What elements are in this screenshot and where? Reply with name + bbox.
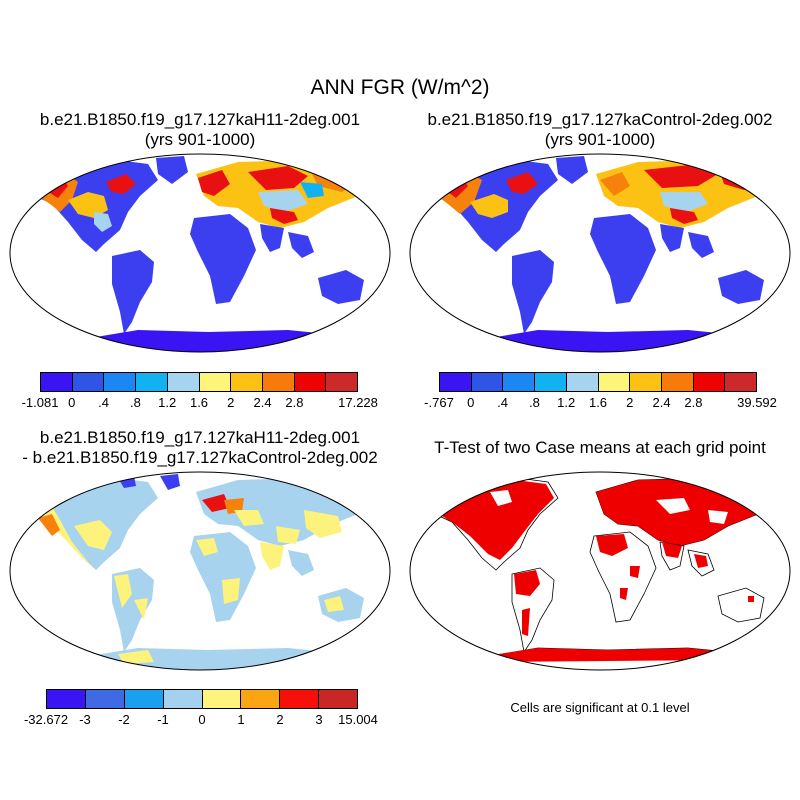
colorbar-swatch — [231, 373, 263, 391]
colorbar-case1-labels: -1.081 0 .4 .8 1.2 1.6 2 2.4 2.8 17.228 — [22, 395, 378, 411]
main-title: ANN FGR (W/m^2) — [310, 76, 490, 99]
map-land — [26, 474, 378, 670]
colorbar-case2 — [439, 372, 757, 392]
panel-title-line1: b.e21.B1850.f19_g17.127kaH11-2deg.001 — [39, 428, 361, 447]
colorbar-difference-labels: -32.672 -3 -2 -1 0 1 2 3 15.004 — [24, 712, 378, 728]
colorbar-swatch — [72, 373, 105, 391]
panel-title-line2: (yrs 901-1000) — [544, 130, 656, 149]
map-border — [409, 153, 791, 353]
colorbar-tick-label: -1.081 — [21, 395, 59, 410]
colorbar-swatch — [47, 690, 86, 708]
colorbar-swatch — [630, 373, 662, 391]
colorbar-swatch — [566, 373, 599, 391]
colorbar-swatch — [294, 373, 327, 391]
colorbar-swatch — [41, 373, 73, 391]
colorbar-tick-label: 0 — [467, 395, 475, 410]
colorbar-tick-label: -3 — [79, 712, 91, 727]
map-land — [426, 156, 778, 352]
panel-title-line1: b.e21.B1850.f19_g17.127kaControl-2deg.00… — [427, 110, 773, 129]
colorbar-swatch — [241, 690, 281, 708]
colorbar-tick-label: 2.4 — [652, 395, 671, 410]
colorbar-tick-label: 17.228 — [338, 395, 378, 410]
map-significant-cells — [425, 477, 779, 670]
panel-title-line2: - b.e21.B1850.f19_g17.127kaControl-2deg.… — [22, 448, 378, 467]
colorbar-swatch — [503, 373, 536, 391]
colorbar-swatch — [471, 373, 504, 391]
colorbar-tick-label: .8 — [528, 395, 540, 410]
colorbar-tick-label: 1.6 — [189, 395, 209, 410]
colorbar-tick-label: 1 — [237, 712, 245, 727]
colorbar-tick-label: 1.2 — [557, 395, 576, 410]
land-south-america — [112, 250, 154, 334]
colorbar-tick-label: 2 — [227, 395, 235, 410]
colorbar-tick-label: 15.004 — [338, 712, 378, 727]
map-land — [26, 156, 378, 352]
colorbar-swatch — [319, 690, 357, 708]
panel-title-case1: b.e21.B1850.f19_g17.127kaH11-2deg.001 (y… — [5, 110, 395, 150]
colorbar-tick-label: -.767 — [424, 395, 454, 410]
colorbar-tick-label: 39.592 — [737, 395, 777, 410]
colorbar-tick-label: 3 — [315, 712, 323, 727]
colorbar-swatch — [202, 690, 242, 708]
colorbar-tick-label: -2 — [118, 712, 130, 727]
colorbar-tick-label: 2 — [276, 712, 284, 727]
colorbar-tick-label: 1.2 — [158, 395, 177, 410]
colorbar-tick-label: 0 — [68, 395, 76, 410]
colorbar-swatch — [725, 373, 757, 391]
colorbar-swatch — [535, 373, 567, 391]
land-australia — [318, 270, 364, 304]
map-border — [9, 471, 391, 671]
colorbar-swatch — [326, 373, 358, 391]
colorbar-swatch — [104, 373, 137, 391]
colorbar-swatch — [124, 690, 164, 708]
map-border — [409, 471, 791, 671]
colorbar-tick-label: -32.672 — [23, 712, 69, 727]
colorbar-swatch — [136, 373, 168, 391]
colorbar-tick-label: .4 — [497, 395, 509, 410]
panel-title-line2: (yrs 901-1000) — [144, 130, 256, 149]
colorbar-case1 — [40, 372, 358, 392]
panel-title-difference: b.e21.B1850.f19_g17.127kaH11-2deg.001 - … — [5, 428, 395, 468]
colorbar-tick-label: 2.8 — [285, 395, 304, 410]
colorbar-swatch — [598, 373, 631, 391]
colorbar-swatch — [661, 373, 694, 391]
map-border — [9, 153, 391, 353]
significance-note: Cells are significant at 0.1 level — [510, 700, 690, 715]
colorbar-tick-label: 2.8 — [684, 395, 703, 410]
colorbar-tick-label: .4 — [98, 395, 110, 410]
colorbar-case2-labels: -.767 0 .4 .8 1.2 1.6 2 2.4 2.8 39.592 — [424, 395, 777, 411]
colorbar-swatch — [693, 373, 726, 391]
colorbar-swatch — [167, 373, 200, 391]
map-difference — [9, 471, 391, 671]
panel-title-line1: b.e21.B1850.f19_g17.127kaH11-2deg.001 — [39, 110, 361, 129]
map-case1 — [9, 153, 391, 353]
colorbar-tick-label: 2.4 — [253, 395, 272, 410]
land-africa — [190, 214, 256, 304]
panel-title-case2: b.e21.B1850.f19_g17.127kaControl-2deg.00… — [405, 110, 795, 150]
colorbar-swatch — [85, 690, 125, 708]
colorbar-tick-label: 2 — [626, 395, 634, 410]
colorbar-tick-label: 1.6 — [588, 395, 608, 410]
colorbar-difference — [46, 689, 358, 709]
colorbar-tick-label: .8 — [129, 395, 141, 410]
colorbar-swatch — [199, 373, 232, 391]
colorbar-tick-label: 0 — [198, 712, 206, 727]
map-case2 — [409, 153, 791, 353]
panel-title-ttest: T-Test of two Case means at each grid po… — [434, 438, 766, 457]
map-ttest — [409, 471, 791, 671]
colorbar-tick-label: -1 — [157, 712, 169, 727]
colorbar-swatch — [262, 373, 295, 391]
colorbar-swatch — [280, 690, 320, 708]
colorbar-swatch — [163, 690, 203, 708]
colorbar-swatch — [440, 373, 472, 391]
